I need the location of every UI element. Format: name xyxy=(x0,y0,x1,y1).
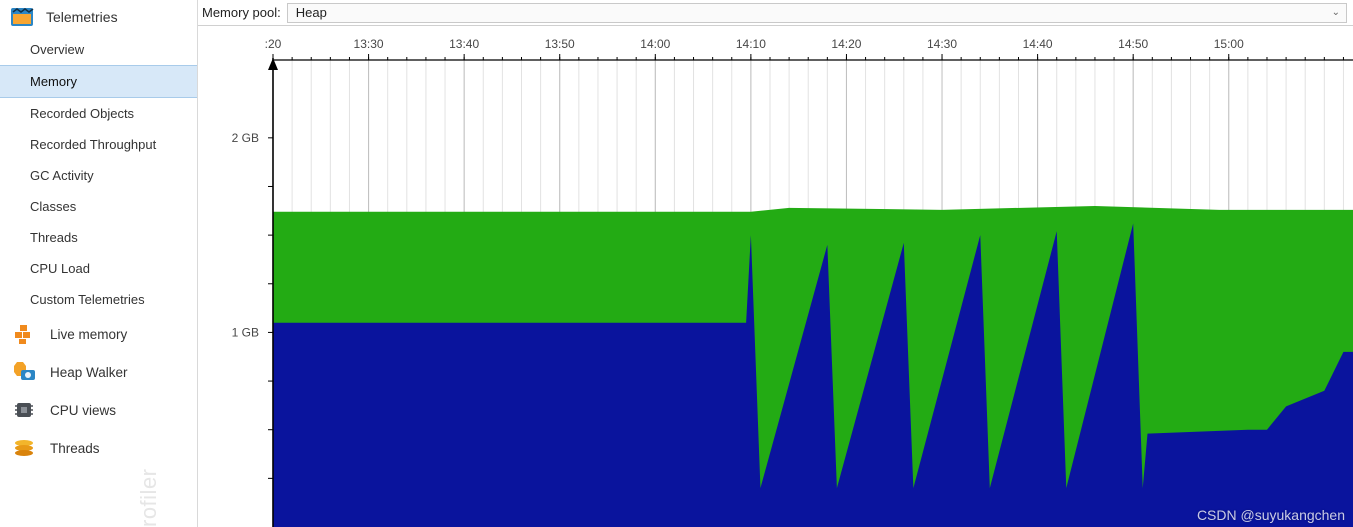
sidebar-section-telemetries[interactable]: Telemetries xyxy=(0,0,197,34)
memory-pool-label: Memory pool: xyxy=(202,5,281,20)
toolbar: Memory pool: Heap ⌄ xyxy=(198,0,1353,26)
sidebar-major-threads[interactable]: Threads xyxy=(0,429,197,467)
sidebar-item-gc-activity[interactable]: GC Activity xyxy=(0,160,197,191)
sidebar-item-overview[interactable]: Overview xyxy=(0,34,197,65)
sidebar-item-threads[interactable]: Threads xyxy=(0,222,197,253)
sidebar-major-cpu-views[interactable]: CPU views xyxy=(0,391,197,429)
svg-text:2 GB: 2 GB xyxy=(232,131,259,145)
svg-text:13:30: 13:30 xyxy=(354,37,384,51)
svg-text:14:10: 14:10 xyxy=(736,37,766,51)
sidebar-item-recorded-objects[interactable]: Recorded Objects xyxy=(0,98,197,129)
memory-pool-dropdown[interactable]: Heap ⌄ xyxy=(287,3,1347,23)
svg-text:13:50: 13:50 xyxy=(545,37,575,51)
sidebar-major-label: Heap Walker xyxy=(50,365,128,380)
sidebar: Telemetries Overview Memory Recorded Obj… xyxy=(0,0,198,527)
svg-text:14:20: 14:20 xyxy=(831,37,861,51)
sidebar-major-label: Threads xyxy=(50,441,100,456)
blocks-icon xyxy=(12,323,38,345)
camera-hex-icon xyxy=(12,361,38,383)
svg-text:14:30: 14:30 xyxy=(927,37,957,51)
svg-text:15:00: 15:00 xyxy=(1214,37,1244,51)
sidebar-major-heap-walker[interactable]: Heap Walker xyxy=(0,353,197,391)
sidebar-item-cpu-load[interactable]: CPU Load xyxy=(0,253,197,284)
sidebar-item-recorded-throughput[interactable]: Recorded Throughput xyxy=(0,129,197,160)
memory-chart[interactable]: :20 13:30 13:40 13:50 14:00 14:10 14:20 14:30 14… xyxy=(198,26,1353,527)
telemetries-icon xyxy=(10,6,36,28)
svg-text:14:50: 14:50 xyxy=(1118,37,1148,51)
sidebar-major-live-memory[interactable]: Live memory xyxy=(0,315,197,353)
svg-text:14:00: 14:00 xyxy=(640,37,670,51)
chevron-down-icon: ⌄ xyxy=(1332,7,1340,18)
sidebar-major-label: CPU views xyxy=(50,403,116,418)
sidebar-items: Overview Memory Recorded Objects Recorde… xyxy=(0,34,197,315)
sidebar-major-label: Live memory xyxy=(50,327,127,342)
sidebar-item-custom-telemetries[interactable]: Custom Telemetries xyxy=(0,284,197,315)
main-area: Memory pool: Heap ⌄ :20 13:30 13:40 13:50 14… xyxy=(198,0,1353,527)
stack-icon xyxy=(12,437,38,459)
svg-text:1 GB: 1 GB xyxy=(232,325,259,339)
sidebar-section-title: Telemetries xyxy=(46,9,118,25)
sidebar-item-classes[interactable]: Classes xyxy=(0,191,197,222)
chip-icon xyxy=(12,399,38,421)
sidebar-item-memory[interactable]: Memory xyxy=(0,65,197,98)
svg-text:14:40: 14:40 xyxy=(1023,37,1053,51)
svg-text:13:40: 13:40 xyxy=(449,37,479,51)
svg-text::20: :20 xyxy=(265,37,282,51)
dropdown-value: Heap xyxy=(296,5,327,20)
